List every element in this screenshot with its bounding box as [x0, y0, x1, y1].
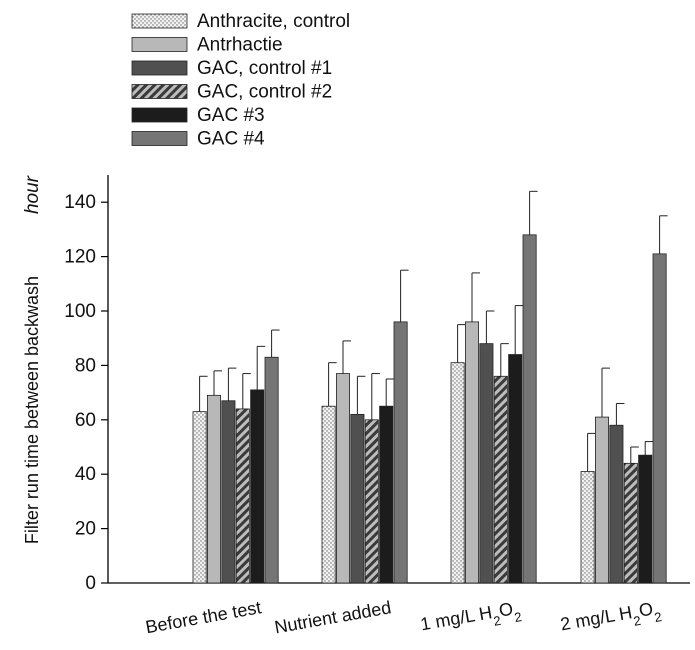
x-category-label: 1 mg/L H2O2	[419, 597, 523, 641]
bar	[623, 462, 638, 584]
x-axis-category-labels: Before the test Nutrient added 1 mg/L H2O2…	[144, 597, 663, 641]
bar	[450, 362, 465, 584]
bar	[638, 454, 653, 584]
y-tick-label: 120	[64, 247, 96, 268]
bar	[479, 343, 494, 584]
bar	[522, 234, 537, 584]
bar	[464, 321, 479, 584]
x-category-label: Nutrient added	[273, 597, 393, 637]
bar	[221, 400, 236, 584]
bar	[350, 413, 365, 584]
bar	[206, 394, 221, 584]
legend-label: Anthracite, control	[197, 11, 350, 32]
y-axis-label: Filter run time between backwash	[22, 276, 42, 544]
legend-label: GAC, control #1	[197, 58, 332, 79]
y-tick-label: 80	[75, 355, 96, 376]
bar	[235, 408, 250, 584]
legend-swatch	[131, 84, 188, 99]
y-tick-label: 60	[75, 410, 96, 431]
bar	[595, 416, 610, 584]
legend-swatch	[131, 37, 188, 52]
bar	[393, 321, 408, 584]
legend-swatch	[131, 13, 188, 29]
y-axis-ticks: 0 20 40 60 80 100 120 140	[64, 192, 108, 594]
x-category-label: Before the test	[144, 597, 263, 637]
x-category-label: 2 mg/L H2O2	[559, 597, 663, 641]
bars-group	[192, 190, 668, 584]
legend-swatch	[131, 60, 188, 76]
bar	[379, 405, 394, 584]
bar	[580, 471, 595, 584]
bar	[264, 356, 279, 584]
bar	[493, 375, 508, 584]
legend-swatch	[131, 131, 188, 146]
y-axis-unit-label: hour	[22, 175, 43, 214]
bar	[364, 419, 379, 584]
bar	[192, 411, 207, 584]
bar	[250, 389, 265, 584]
bar	[508, 354, 523, 584]
y-tick-label: 0	[85, 573, 96, 594]
bar	[321, 405, 336, 584]
y-tick-label: 140	[64, 192, 96, 213]
legend-label: Antrhactie	[197, 35, 283, 56]
legend-label: GAC, control #2	[197, 82, 332, 103]
legend-label: GAC #3	[197, 105, 265, 126]
legend-label: GAC #4	[197, 129, 265, 150]
y-tick-label: 40	[75, 464, 96, 485]
bar	[609, 424, 624, 584]
y-tick-label: 20	[75, 519, 96, 540]
bar	[335, 373, 350, 584]
y-tick-label: 100	[64, 301, 96, 322]
legend-swatch	[131, 107, 188, 123]
bar	[652, 253, 667, 584]
